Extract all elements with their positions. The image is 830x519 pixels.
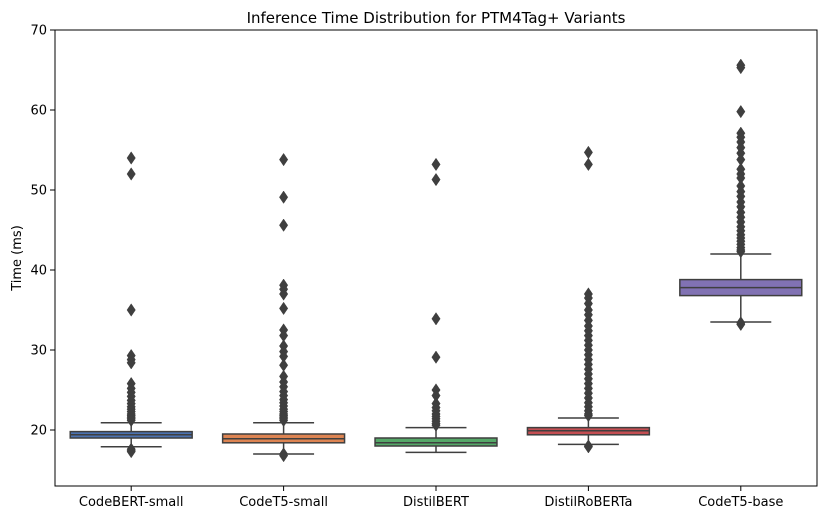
iqr-box [374,437,498,447]
x-tick-label: DistilBERT [403,495,469,510]
y-tick-label: 20 [30,424,47,439]
outlier-point [279,190,289,204]
outlier-point [736,60,746,75]
y-tick-label: 40 [30,264,47,279]
outlier-point [126,303,136,317]
outlier-point [431,418,441,432]
outlier-point [431,157,441,172]
outlier-point [279,413,289,428]
outlier-point [126,356,136,370]
x-tick-label: CodeBERT-small [79,495,184,510]
y-tick-label: 60 [30,104,47,119]
outlier-point [583,157,593,172]
outlier-point [279,218,289,232]
x-tick-label: CodeT5-small [239,495,328,510]
outlier-point [279,448,289,463]
outlier-point [583,408,593,423]
plot-area: 20 30 40 50 60 70 CodeBERT-small CodeT5-small Di… [30,24,803,510]
outlier-point [431,312,441,326]
outlier-point [279,301,289,316]
outlier-point [279,152,289,167]
x-tick-label: DistilRoBERTa [544,495,632,510]
outlier-point [736,104,746,119]
outlier-point [736,317,746,332]
outlier-point [126,167,136,181]
plot-frame [54,29,818,487]
outlier-point [279,358,289,372]
x-tick-label: CodeT5-base [698,495,783,510]
y-axis-label: Time (ms) [10,225,25,292]
y-tick-label: 30 [30,344,47,359]
outlier-point [431,172,441,187]
outlier-point [126,413,136,428]
outlier-point [126,444,136,459]
outlier-point [736,244,746,259]
outlier-point [583,145,593,160]
outlier-point [583,440,593,454]
outlier-point [431,350,441,364]
outlier-point [279,287,289,301]
y-tick-label: 50 [30,184,47,199]
y-tick-label: 70 [30,24,47,39]
outlier-point [126,151,136,165]
chart-title: Inference Time Distribution for PTM4Tag+… [247,9,626,27]
